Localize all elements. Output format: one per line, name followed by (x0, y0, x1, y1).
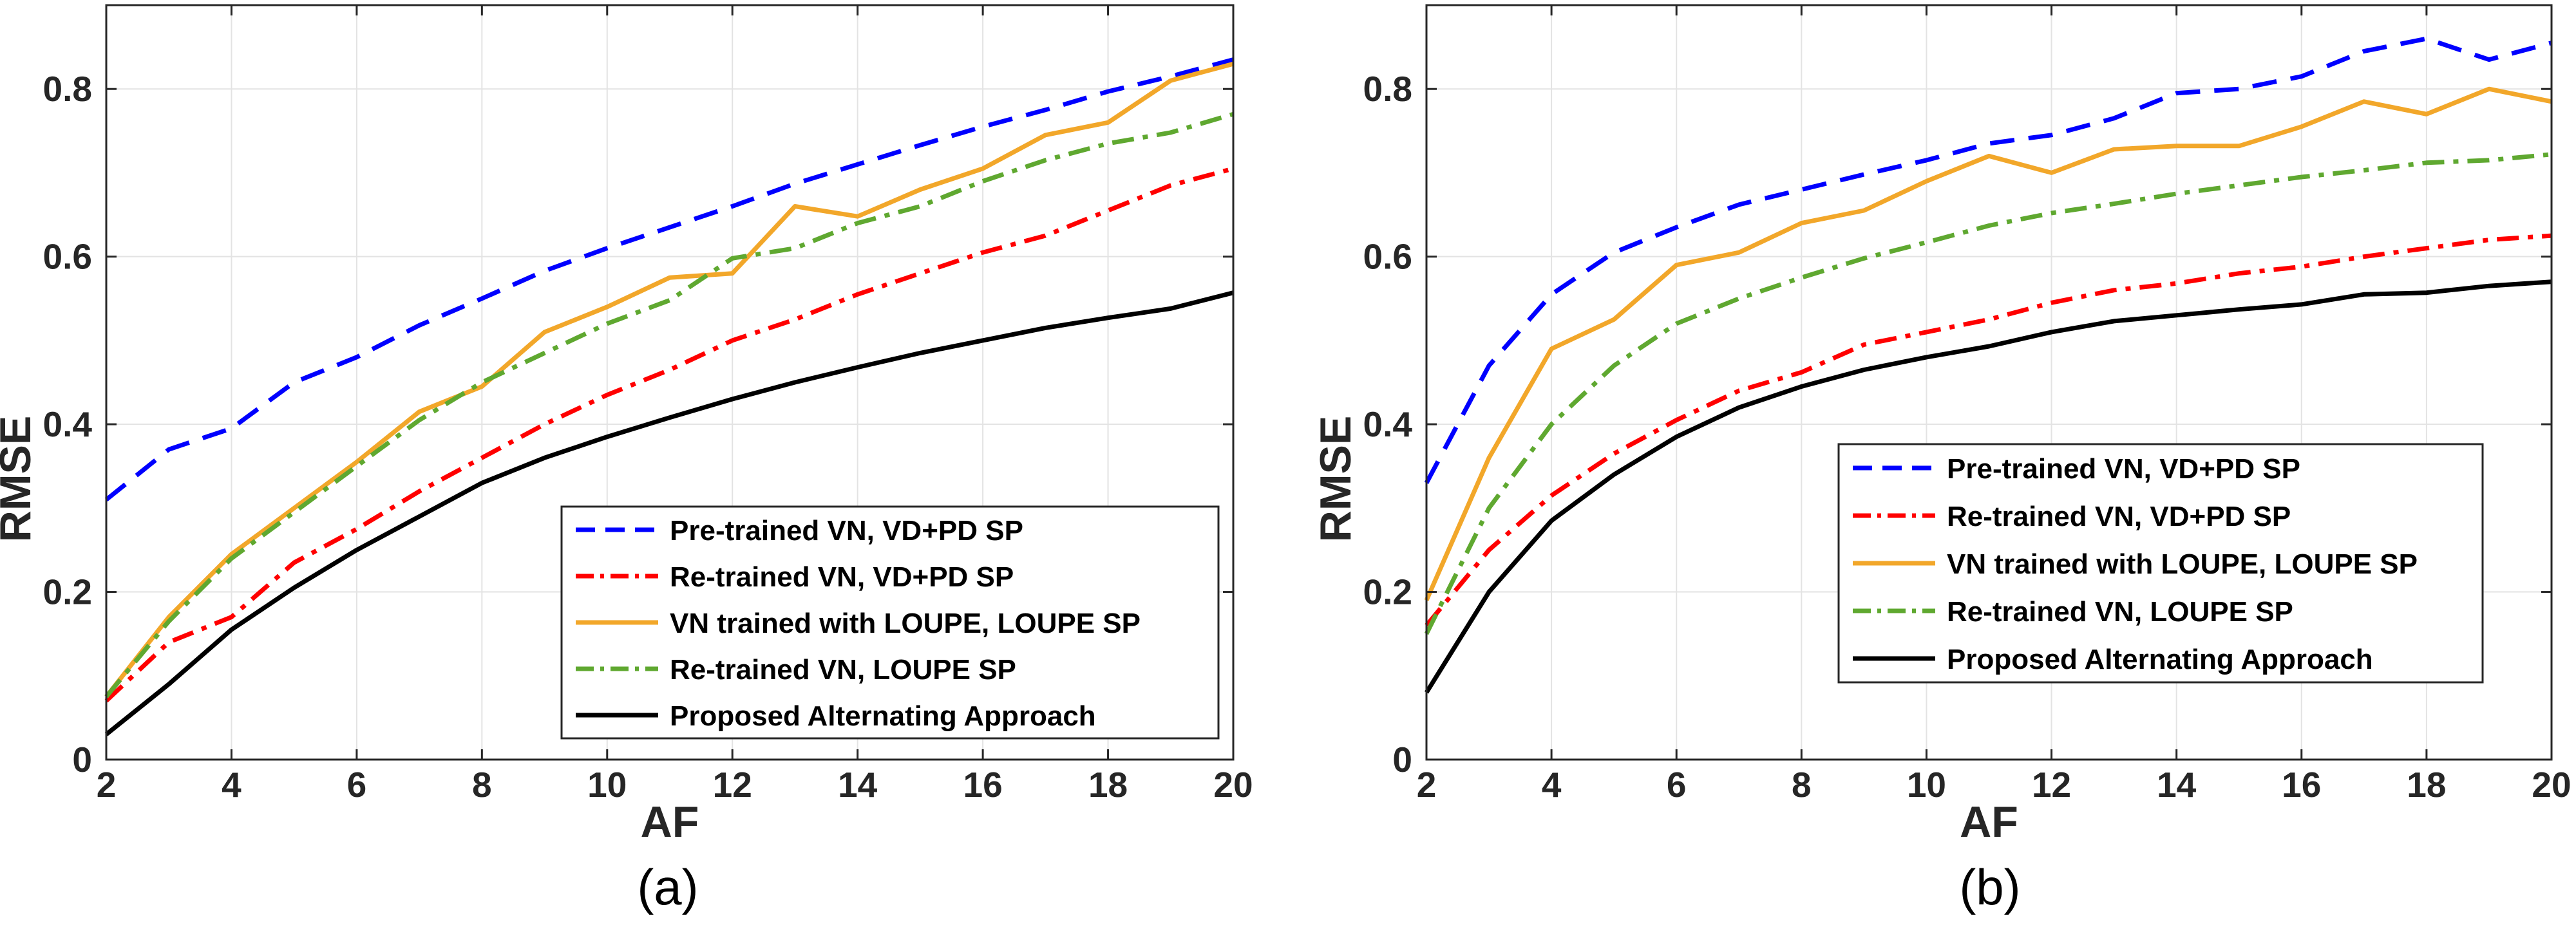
x-tick-label: 14 (2157, 765, 2197, 805)
x-tick-label: 20 (1213, 765, 1253, 805)
x-tick-label: 16 (2282, 765, 2321, 805)
x-tick-label: 8 (1792, 765, 1812, 805)
series-line-4 (1425, 279, 2552, 694)
legend-box (560, 505, 1220, 740)
y-tick-label: 0.4 (43, 404, 93, 444)
y-tick-label: 0.8 (1363, 69, 1412, 109)
y-tick-label: 0.4 (1363, 404, 1413, 444)
x-tick-label: 6 (1667, 765, 1687, 805)
series-line-0 (104, 57, 1234, 502)
y-tick-label: 0 (72, 740, 92, 780)
axes-box (1425, 4, 2553, 761)
legend-label: Proposed Alternating Approach (1947, 644, 2373, 675)
legend-label: Proposed Alternating Approach (670, 700, 1096, 732)
x-tick-label: 20 (2532, 765, 2571, 805)
y-axis-label: RMSE (1311, 416, 1360, 542)
legend-label: Pre-trained VN, VD+PD SP (670, 515, 1023, 547)
series-line-4 (104, 290, 1234, 736)
legend-label: Re-trained VN, LOUPE SP (670, 654, 1016, 686)
x-axis-label: AF (641, 798, 699, 846)
x-tick-label: 10 (587, 765, 627, 805)
y-tick-label: 0.2 (1363, 572, 1412, 612)
legend-label: Re-trained VN, VD+PD SP (1947, 501, 2291, 532)
y-axis-label: RMSE (0, 416, 40, 542)
x-tick-label: 8 (472, 765, 492, 805)
legend-label: VN trained with LOUPE, LOUPE SP (1947, 548, 2418, 580)
x-tick-label: 2 (1417, 765, 1437, 805)
y-tick-label: 0.2 (43, 572, 92, 612)
x-tick-label: 12 (2032, 765, 2071, 805)
legend-label: Pre-trained VN, VD+PD SP (1947, 453, 2300, 485)
x-tick-label: 4 (1542, 765, 1562, 805)
chart-panel-a: 2 4 6 8 10 12 14 16 18 20 0 0.2 0.4 0.6 0.8 AF RMSE (a) Pr… (0, 4, 1253, 915)
x-tick-label: 18 (2407, 765, 2446, 805)
x-tick-label: 4 (222, 765, 242, 805)
legend: Pre-trained VN, VD+PD SP Re-trained VN, V… (1837, 443, 2484, 684)
x-tick-label: 10 (1907, 765, 1946, 805)
panel-caption: (a) (637, 859, 698, 915)
series-line-3 (104, 111, 1234, 698)
axes-box (105, 4, 1235, 761)
series-line-2 (1424, 86, 2552, 602)
x-tick-label: 16 (963, 765, 1003, 805)
y-tick-label: 0.6 (1363, 237, 1412, 277)
legend-label: VN trained with LOUPE, LOUPE SP (670, 608, 1141, 639)
series-line-1 (1425, 233, 2552, 627)
series-line-1 (104, 166, 1234, 703)
panel-caption: (b) (1959, 859, 2020, 915)
legend: Pre-trained VN, VD+PD SP Re-trained VN, V… (560, 505, 1220, 740)
legend-label: Re-trained VN, VD+PD SP (670, 561, 1014, 593)
series-line-3 (1424, 152, 2552, 635)
y-tick-label: 0.6 (43, 237, 92, 277)
y-tick-label: 0.8 (43, 69, 92, 109)
legend-box (1837, 443, 2484, 684)
x-tick-label: 14 (838, 765, 878, 805)
series-line-2 (104, 61, 1234, 698)
chart-panel-b: 2 4 6 8 10 12 14 16 18 20 0 0.2 0.4 0.6 0.8 AF RMSE (b) Pr… (1311, 4, 2571, 915)
x-tick-label: 2 (97, 765, 117, 805)
x-tick-label: 12 (713, 765, 752, 805)
x-tick-label: 6 (347, 765, 367, 805)
x-tick-label: 18 (1088, 765, 1128, 805)
series-line-0 (1424, 36, 2552, 484)
legend-label: Re-trained VN, LOUPE SP (1947, 596, 2293, 628)
y-tick-label: 0 (1392, 740, 1412, 780)
x-axis-label: AF (1960, 798, 2018, 846)
